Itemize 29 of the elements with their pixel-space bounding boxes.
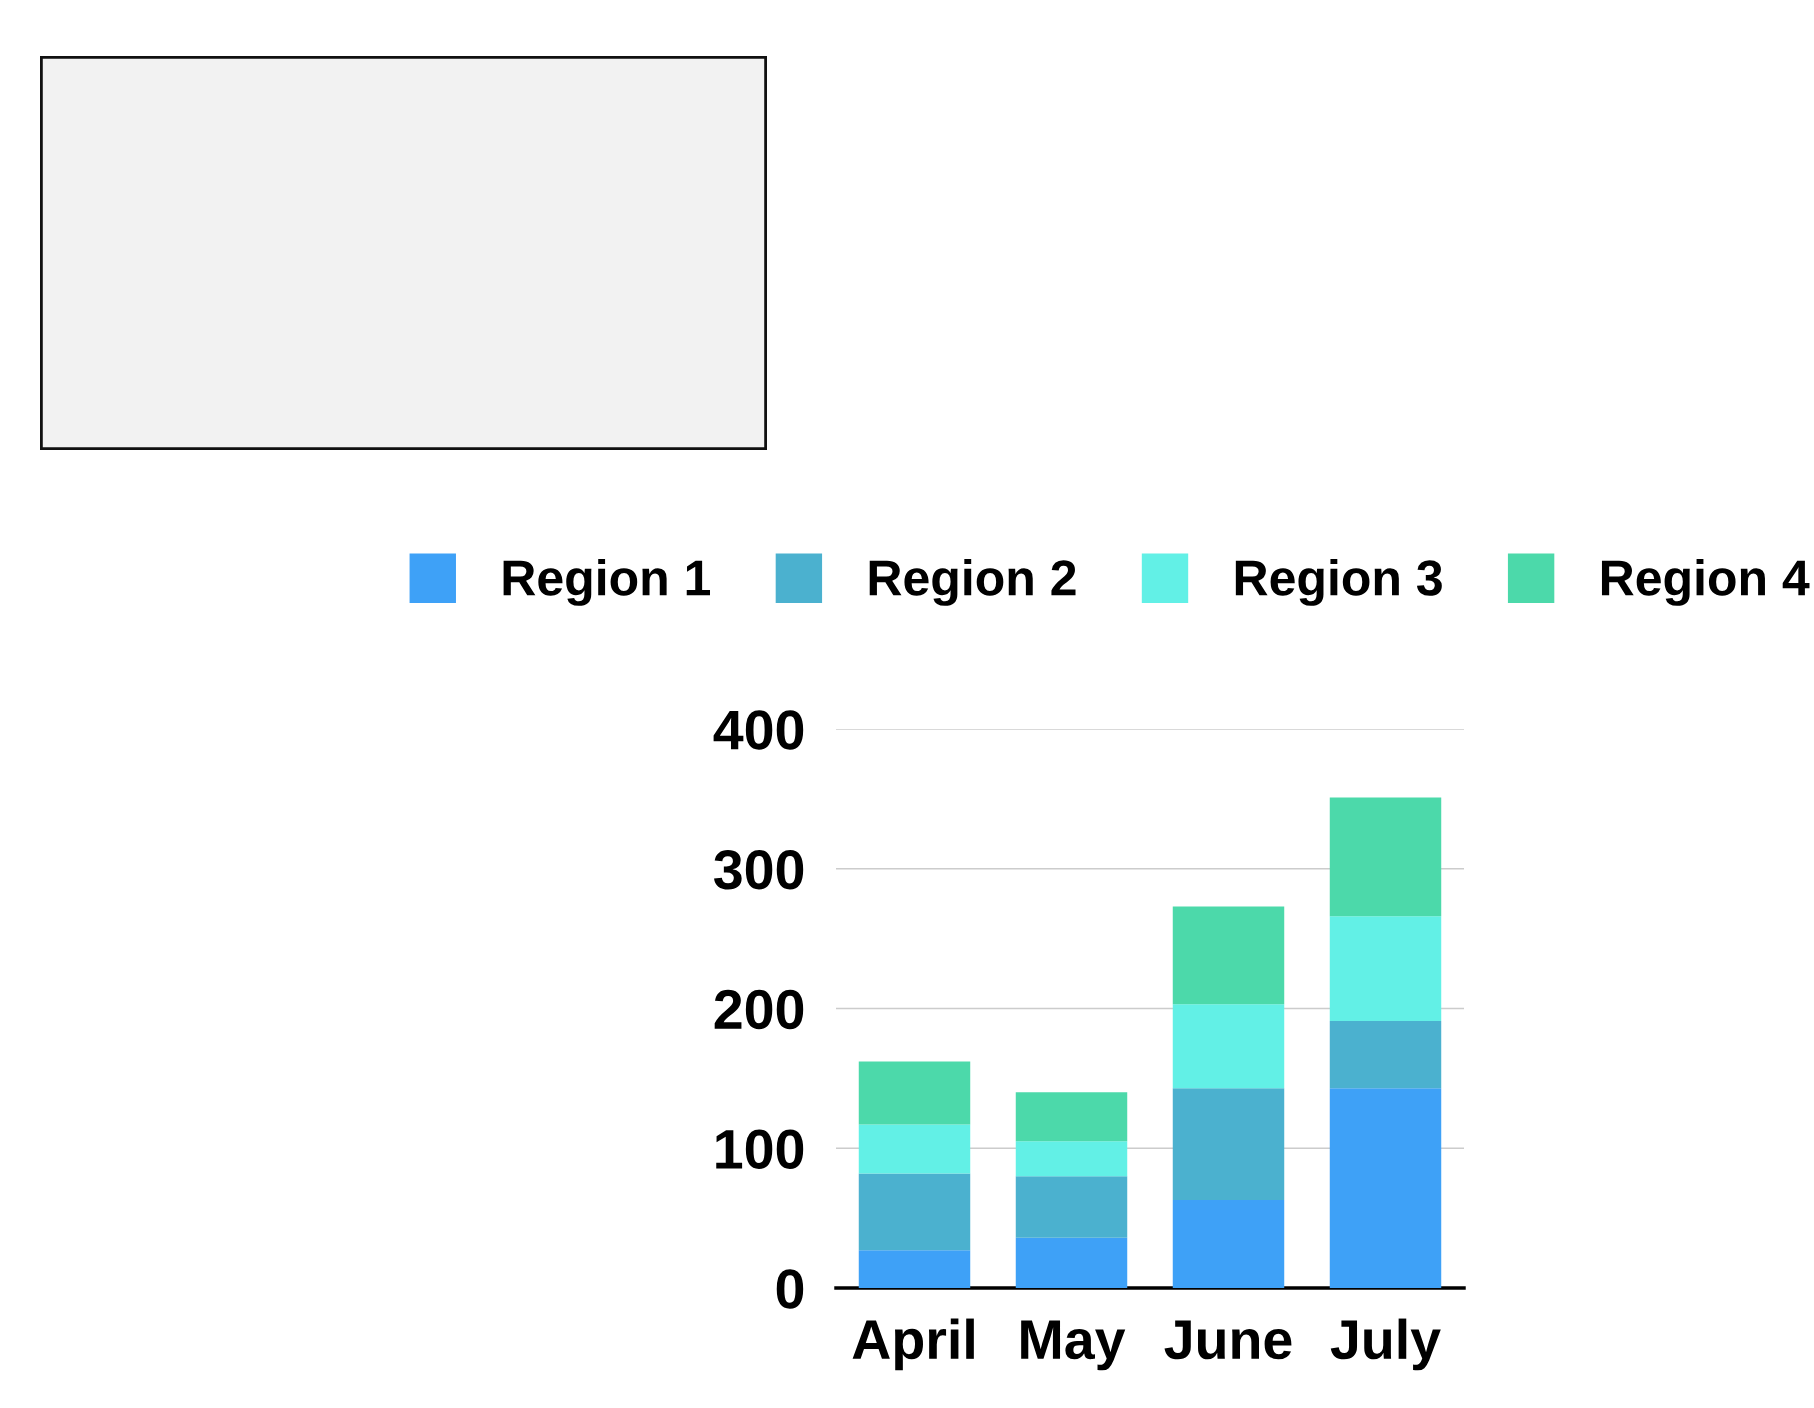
y-tick-label: 400 [713, 710, 804, 750]
bar [1172, 1004, 1285, 1089]
bar [1015, 1176, 1128, 1238]
bar [858, 1250, 971, 1288]
legend-label: Region 1 [503, 558, 710, 606]
bar [858, 1061, 971, 1125]
y-tick-label: 0 [776, 1269, 804, 1309]
bar [858, 1124, 971, 1174]
bar [1172, 1088, 1285, 1200]
bar [1015, 1092, 1128, 1142]
y-tick-label: 200 [714, 989, 804, 1030]
bar [1329, 916, 1442, 1022]
bar [1329, 797, 1442, 917]
y-tick-label: 300 [714, 850, 804, 890]
legend-label: Region 3 [1235, 558, 1442, 606]
bar [1172, 906, 1285, 1005]
bar [1015, 1141, 1128, 1177]
bar [1015, 1237, 1128, 1288]
legend-label: Region 4 [1601, 558, 1810, 606]
x-tick-label: April [852, 1318, 974, 1371]
y-tick-label: 100 [716, 1129, 804, 1169]
bar [1329, 1021, 1442, 1089]
x-tick-label: June [1164, 1320, 1292, 1360]
x-tick-label: May [1021, 1320, 1126, 1371]
legend-label: Region 2 [869, 558, 1076, 606]
bar [1329, 1088, 1442, 1288]
bar [858, 1173, 971, 1251]
x-tick-label: July [1330, 1318, 1441, 1371]
bar [1172, 1199, 1285, 1288]
